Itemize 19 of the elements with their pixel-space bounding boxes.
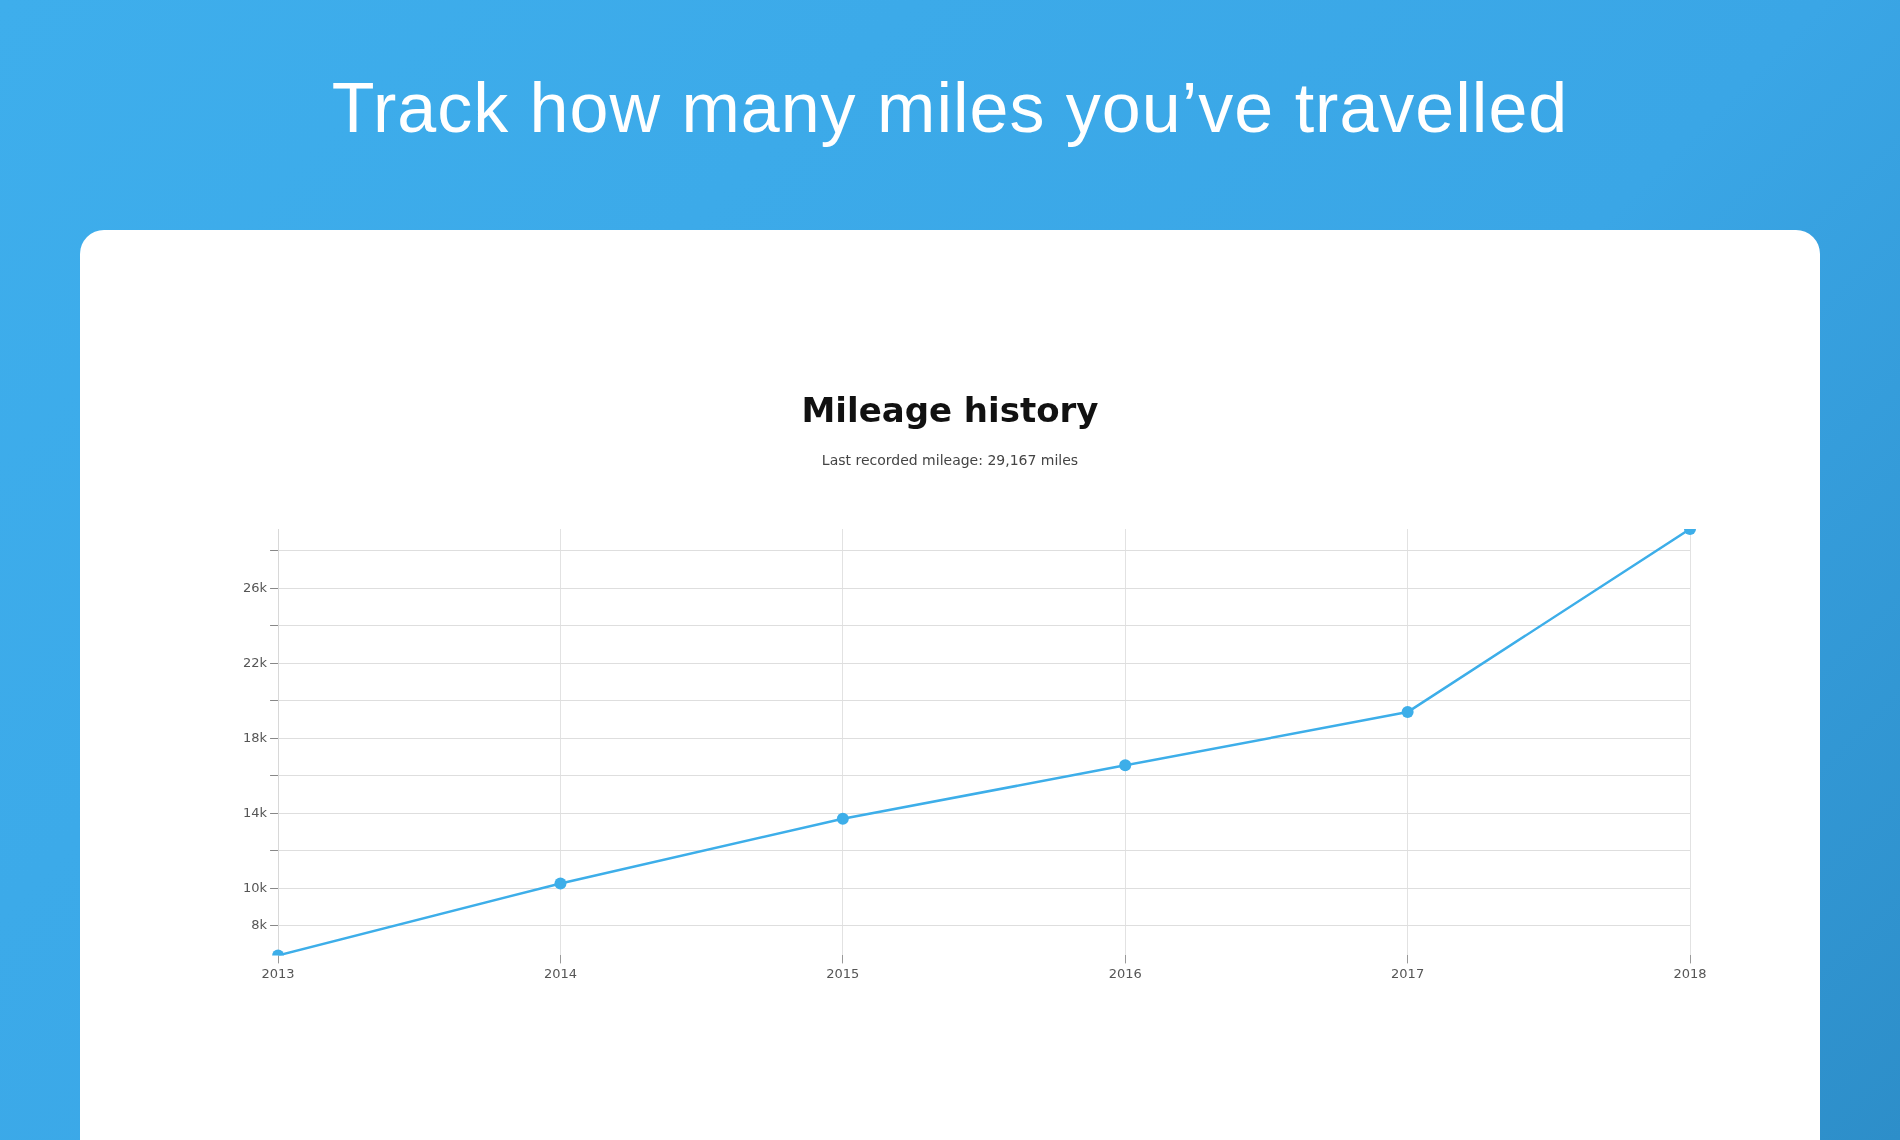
chart-subtitle: Last recorded mileage: 29,167 miles [820, 452, 1080, 468]
x-tick-label: 2013 [261, 965, 295, 981]
x-tick-label: 2014 [543, 965, 577, 981]
x-tick-label: 2017 [1391, 965, 1425, 981]
x-tick-label: 2015 [826, 965, 860, 981]
text: Track how many miles you’ve travelled [330, 68, 1570, 148]
point [1119, 759, 1132, 772]
x-tick-label: 2016 [1108, 965, 1142, 981]
y-tick-label: 14k [242, 804, 268, 820]
y-tick-label: 22k [242, 654, 268, 670]
y-tick-label: 8k [251, 917, 268, 933]
point [836, 812, 849, 825]
y-tick-label: 26k [242, 579, 268, 595]
y-tick-label: 18k [242, 729, 268, 745]
chart-title: Mileage history [800, 390, 1100, 430]
point [1401, 706, 1414, 719]
x-tick-label: 2018 [1673, 965, 1707, 981]
point [554, 877, 567, 890]
y-tick-label: 10k [242, 879, 268, 895]
